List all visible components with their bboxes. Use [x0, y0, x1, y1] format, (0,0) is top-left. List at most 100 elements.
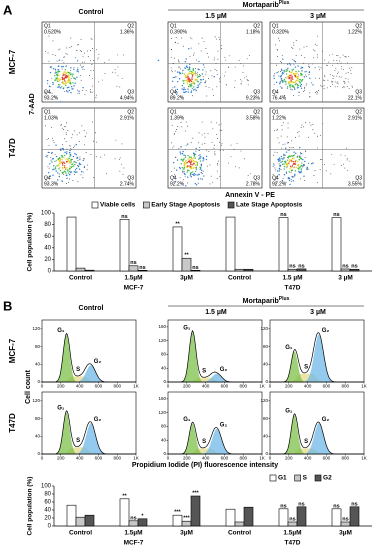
y-tick-label: 160: [158, 324, 166, 329]
x-tick-label: 600: [95, 384, 103, 389]
flow-event: [204, 81, 206, 84]
flow-event: [197, 86, 200, 88]
flow-event: [283, 155, 285, 157]
flow-event: [288, 162, 290, 164]
flow-event: [61, 147, 64, 150]
flow-event: [350, 69, 352, 71]
significance-label: ***: [192, 490, 199, 496]
flow-event: [182, 168, 184, 170]
flow-event: [324, 75, 326, 77]
flow-event: [91, 91, 93, 93]
flow-event: [314, 92, 316, 93]
legend-label: Late Stage Apoptosis: [236, 202, 303, 209]
flow-event: [291, 75, 293, 78]
flow-event: [77, 92, 79, 94]
flow-event: [67, 172, 70, 174]
flow-event: [301, 78, 304, 81]
flow-event: [57, 74, 60, 77]
flow-event: [72, 165, 75, 167]
flow-event: [331, 154, 333, 155]
flow-event: [291, 71, 293, 73]
flow-event: [74, 163, 76, 166]
flow-event: [64, 165, 66, 167]
flow-event: [58, 168, 60, 170]
flow-event: [282, 58, 284, 60]
flow-event: [198, 75, 200, 78]
x-tick-label: 800: [239, 456, 247, 461]
flow-event: [82, 89, 84, 91]
bar: [128, 520, 139, 527]
quadrant-percent: 9.23%: [246, 95, 261, 101]
flow-event: [312, 123, 314, 125]
y-axis-label: Cell population (%): [27, 213, 34, 272]
flow-event: [300, 66, 302, 68]
flow-event: [176, 71, 179, 73]
flow-event: [246, 58, 248, 60]
flow-event: [201, 121, 203, 123]
flow-event: [184, 67, 186, 70]
flow-event: [194, 71, 197, 73]
flow-event: [215, 38, 217, 40]
flow-event: [63, 162, 66, 165]
flow-event: [301, 74, 303, 76]
flow-plot-frame: [269, 21, 365, 103]
x-tick-label: 600: [323, 384, 331, 389]
flow-event: [293, 73, 295, 76]
flow-event: [52, 54, 54, 55]
flow-event: [198, 142, 200, 144]
flow-event: [185, 75, 187, 78]
flow-event: [61, 66, 63, 68]
flow-event: [65, 126, 67, 128]
column-header: Control: [79, 305, 104, 312]
flow-event: [188, 81, 191, 84]
bar: [331, 508, 342, 527]
column-header: 3 µM: [310, 13, 326, 20]
flow-event: [199, 75, 201, 78]
flow-event: [208, 87, 210, 88]
flow-event: [297, 77, 299, 80]
flow-event: [293, 166, 296, 169]
flow-event: [309, 77, 311, 79]
flow-event: [203, 41, 205, 43]
flow-event: [63, 74, 65, 76]
flow-event: [193, 82, 196, 85]
flow-event: [58, 59, 61, 61]
flow-event: [195, 72, 197, 75]
quadrant-name: Q3: [127, 89, 134, 95]
flow-event: [191, 84, 193, 87]
flow-event: [184, 156, 187, 159]
flow-event: [178, 67, 180, 69]
y-tick-label: 120: [260, 398, 268, 403]
flow-event: [296, 79, 298, 82]
flow-event: [243, 77, 245, 79]
flow-event: [67, 79, 69, 81]
flow-event: [202, 156, 205, 159]
flow-event: [46, 80, 49, 82]
flow-event: [187, 169, 189, 172]
flow-event: [95, 132, 96, 134]
bar: [119, 219, 130, 272]
flow-event: [241, 80, 243, 82]
flow-event: [188, 170, 190, 172]
flow-event: [84, 94, 86, 96]
flow-event: [309, 92, 311, 94]
flow-event: [87, 164, 89, 166]
flow-event: [65, 158, 67, 160]
flow-event: [45, 155, 47, 157]
flow-event: [85, 89, 87, 91]
flow-event: [79, 64, 81, 66]
y-tick-label: 20: [44, 257, 51, 263]
flow-event: [56, 80, 59, 82]
legend-label: G2: [323, 475, 332, 482]
flow-event: [181, 126, 183, 128]
flow-event: [54, 166, 57, 168]
flow-event: [284, 162, 287, 164]
phase-label: G₂: [94, 417, 102, 423]
flow-event: [117, 54, 119, 56]
flow-event: [297, 65, 299, 67]
bar: [349, 268, 360, 272]
flow-event: [182, 170, 184, 172]
flow-event: [51, 151, 53, 154]
flow-event: [198, 155, 200, 157]
flow-event: [298, 168, 300, 170]
